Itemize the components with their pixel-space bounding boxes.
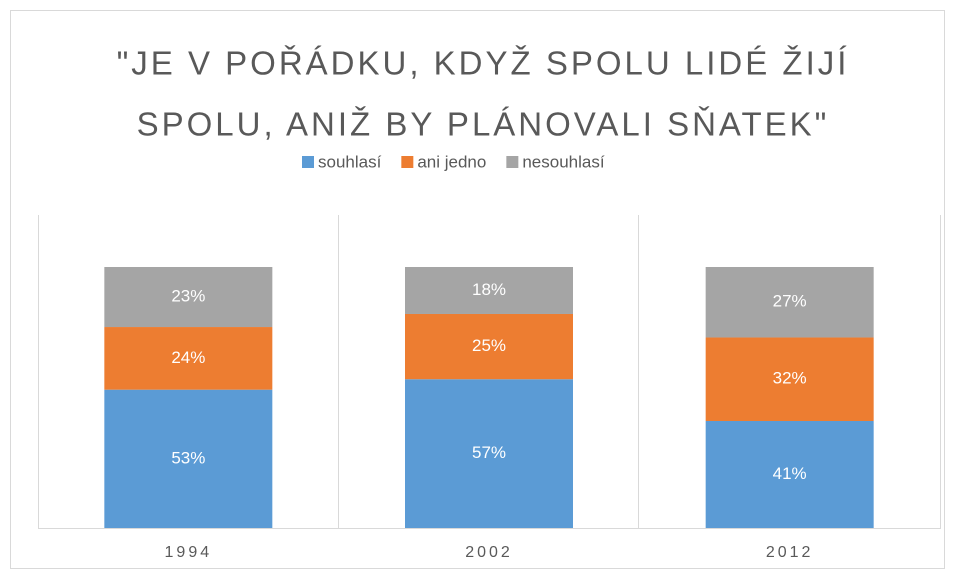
bar-segment <box>405 379 573 528</box>
x-tick-label: 1994 <box>165 544 213 561</box>
data-label: 32% <box>773 369 807 388</box>
bar-segment <box>405 267 573 314</box>
bar-segment <box>705 337 874 421</box>
data-label: 24% <box>171 348 205 367</box>
data-label: 57% <box>472 443 506 462</box>
bar-segment <box>104 389 273 528</box>
legend-swatch <box>401 156 414 168</box>
bar-segment <box>705 267 874 338</box>
data-label: 25% <box>472 336 506 355</box>
data-label: 53% <box>171 448 205 467</box>
data-label: 23% <box>171 286 205 305</box>
bar-segment <box>104 327 273 390</box>
bar-segment <box>104 267 273 328</box>
x-tick-label: 2002 <box>465 544 513 561</box>
separators <box>38 215 941 529</box>
chart-title: SPOLU, ANIŽ BY PLÁNOVALI SŇATEK" <box>137 106 830 143</box>
bar-segment <box>705 420 874 528</box>
legend-swatch <box>302 156 314 168</box>
chart-title: "JE V POŘÁDKU, KDYŽ SPOLU LIDÉ ŽIJÍ <box>117 45 850 82</box>
bar-segment <box>405 313 573 380</box>
legend-swatch <box>506 156 519 168</box>
data-label: 27% <box>773 292 807 311</box>
data-label: 41% <box>773 464 807 483</box>
data-label: 18% <box>472 280 506 299</box>
legend-label: nesouhlasí <box>522 152 605 171</box>
legend-label: ani jedno <box>417 152 486 171</box>
x-tick-label: 2012 <box>766 544 814 561</box>
legend-label: souhlasí <box>318 152 382 171</box>
